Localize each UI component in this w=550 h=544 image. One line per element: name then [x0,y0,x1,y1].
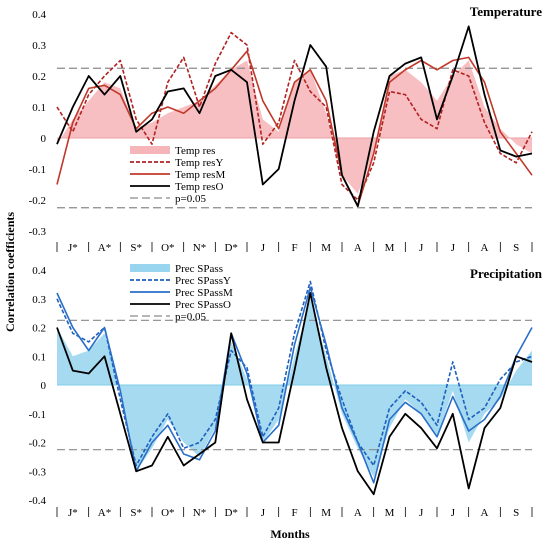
month-label: M [321,507,331,519]
y-tick-label: 0 [41,133,47,145]
y-tick-label: -0.3 [29,226,47,238]
series-line-3 [56,25,533,208]
month-label: J [261,507,266,519]
legend-label: Temp resM [175,169,225,181]
legend-swatch [130,146,170,154]
y-tick-label: 0.1 [32,102,46,114]
y-tick-label: 0.2 [32,323,46,335]
series-line-1 [56,280,533,467]
month-label: S* [130,507,142,519]
legend-label: Temp resY [175,157,223,169]
legend-label: Temp res [175,145,215,157]
y-tick-label: -0.2 [29,438,46,450]
legend-label: Prec SPassO [175,299,231,311]
legend-swatch [130,264,170,272]
month-label: O* [161,242,174,254]
temperature-title: Temperature [470,4,542,19]
legend-label: p=0.05 [175,193,206,205]
series-area-0 [57,298,532,477]
series-line-3 [56,292,533,496]
month-label: J [419,242,424,254]
month-label: F [291,242,297,254]
month-label: F [291,507,297,519]
y-tick-label: 0.2 [32,71,46,83]
x-axis-title: Months [270,527,310,541]
month-label: A [481,242,489,254]
y-tick-label: -0.4 [29,495,47,507]
month-label: J* [68,507,78,519]
y-tick-label: 0 [41,380,47,392]
y-tick-label: 0.1 [32,351,46,363]
y-axis-title: Correlation coefficients [3,212,17,332]
month-label: J [451,242,456,254]
month-label: N* [193,507,206,519]
y-tick-label: 0.3 [32,40,46,52]
y-tick-label: -0.3 [29,466,47,478]
y-tick-label: -0.1 [29,409,46,421]
y-tick-label: 0.4 [32,9,46,21]
month-label: A [354,507,362,519]
month-label: J [261,242,266,254]
month-label: O* [161,507,174,519]
month-label: J [419,507,424,519]
month-label: M [385,242,395,254]
legend-label: Prec SPassY [175,275,231,287]
month-label: N* [193,242,206,254]
series-area-0 [57,60,532,194]
precipitation-panel: 0.4 0.3 0.2 0.1 0 -0.1 -0.2 -0.3 -0.4 J* A* S* O* N*… [29,263,543,519]
month-label: S [513,507,519,519]
month-label: M [385,507,395,519]
legend-label: Prec SPassM [175,287,233,299]
month-label: A* [98,242,111,254]
month-label: D* [224,507,237,519]
month-label: M [321,242,331,254]
legend-label: p=0.05 [175,311,206,323]
precipitation-title: Precipitation [470,266,543,281]
month-label: A [354,242,362,254]
y-tick-label: -0.1 [29,164,46,176]
y-tick-label: 0.3 [32,294,46,306]
y-tick-label: 0.4 [32,265,46,277]
month-label: D* [224,242,237,254]
series-line-1 [56,31,533,201]
month-label: J* [68,242,78,254]
y-tick-label: -0.2 [29,195,46,207]
month-label: A* [98,507,111,519]
legend-label: Temp resO [175,181,223,193]
month-label: S* [130,242,142,254]
legend-label: Prec SPass [175,263,223,275]
month-label: S [513,242,519,254]
month-label: A [481,507,489,519]
month-label: J [451,507,456,519]
temperature-panel: 0.4 0.3 0.2 0.1 0 -0.1 -0.2 -0.3 J* A* S* O* N* D* J F… [29,4,543,254]
